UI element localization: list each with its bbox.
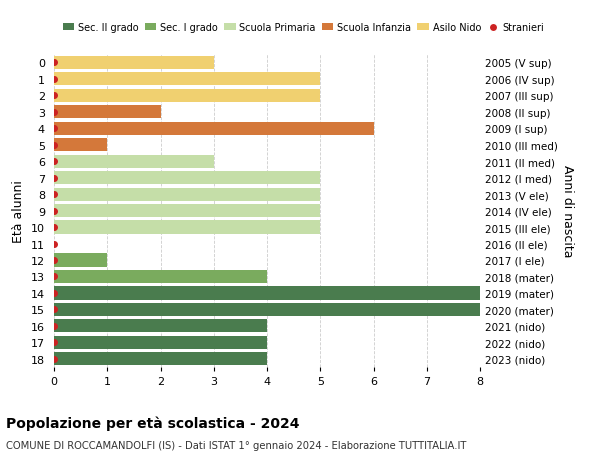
Text: COMUNE DI ROCCAMANDOLFI (IS) - Dati ISTAT 1° gennaio 2024 - Elaborazione TUTTITA: COMUNE DI ROCCAMANDOLFI (IS) - Dati ISTA…: [6, 440, 466, 450]
Bar: [54, 155, 214, 168]
Bar: [54, 319, 267, 333]
Bar: [54, 139, 107, 152]
Bar: [54, 123, 373, 135]
Bar: [54, 353, 267, 365]
Y-axis label: Anni di nascita: Anni di nascita: [562, 165, 574, 257]
Bar: [54, 205, 320, 218]
Bar: [54, 221, 320, 234]
Bar: [54, 188, 320, 202]
Bar: [54, 172, 320, 185]
Y-axis label: Età alunni: Età alunni: [12, 180, 25, 242]
Bar: [54, 303, 480, 316]
Bar: [54, 287, 480, 300]
Bar: [54, 57, 214, 70]
Text: Popolazione per età scolastica - 2024: Popolazione per età scolastica - 2024: [6, 415, 299, 430]
Bar: [54, 270, 267, 283]
Bar: [54, 90, 320, 103]
Bar: [54, 106, 161, 119]
Bar: [54, 336, 267, 349]
Bar: [54, 73, 320, 86]
Bar: [54, 254, 107, 267]
Legend: Sec. II grado, Sec. I grado, Scuola Primaria, Scuola Infanzia, Asilo Nido, Stran: Sec. II grado, Sec. I grado, Scuola Prim…: [59, 19, 548, 37]
